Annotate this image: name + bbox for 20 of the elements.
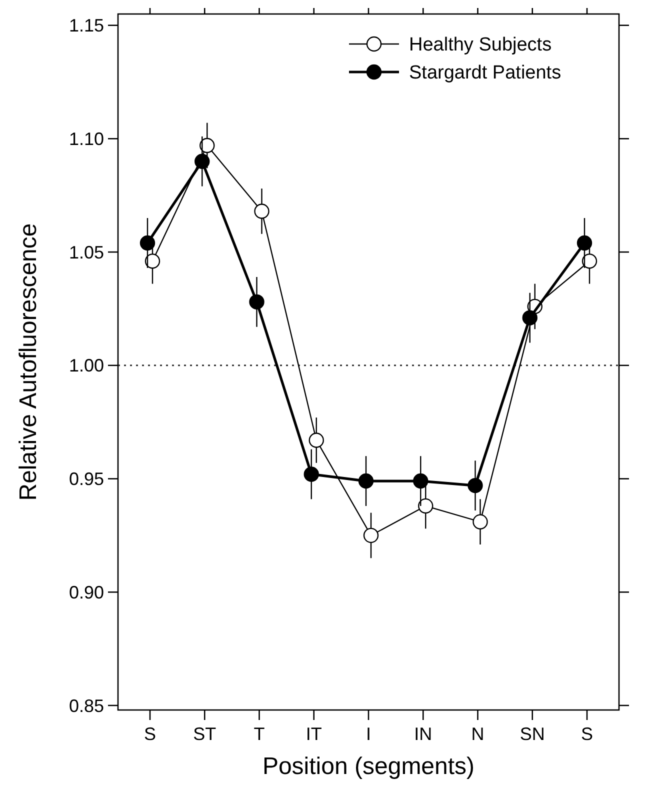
y-tick-label: 0.90 — [68, 582, 104, 602]
y-tick-label: 0.95 — [68, 469, 104, 490]
x-tick-label: IT — [306, 724, 322, 744]
x-tick-label: S — [580, 724, 594, 744]
x-tick-label: N — [471, 724, 484, 744]
legend-label: Healthy Subjects — [409, 34, 552, 56]
x-tick-label: SN — [520, 724, 545, 744]
x-tick-label: I — [366, 724, 372, 744]
x-axis-title: Position (segments) — [262, 753, 475, 780]
y-tick-label: 1.00 — [68, 356, 104, 376]
x-tick-label: IN — [414, 724, 432, 744]
y-tick-label: 1.10 — [68, 128, 104, 149]
y-tick-label: 1.15 — [68, 16, 104, 36]
x-tick-label: T — [254, 724, 265, 744]
x-tick-label: ST — [193, 724, 216, 744]
x-tick-label: S — [144, 724, 156, 744]
y-axis-title: Relative Autofluorescence — [15, 223, 42, 501]
y-tick-label: 0.85 — [68, 696, 104, 716]
legend-label: Stargardt Patients — [409, 62, 562, 84]
y-tick-label: 1.05 — [68, 242, 104, 262]
